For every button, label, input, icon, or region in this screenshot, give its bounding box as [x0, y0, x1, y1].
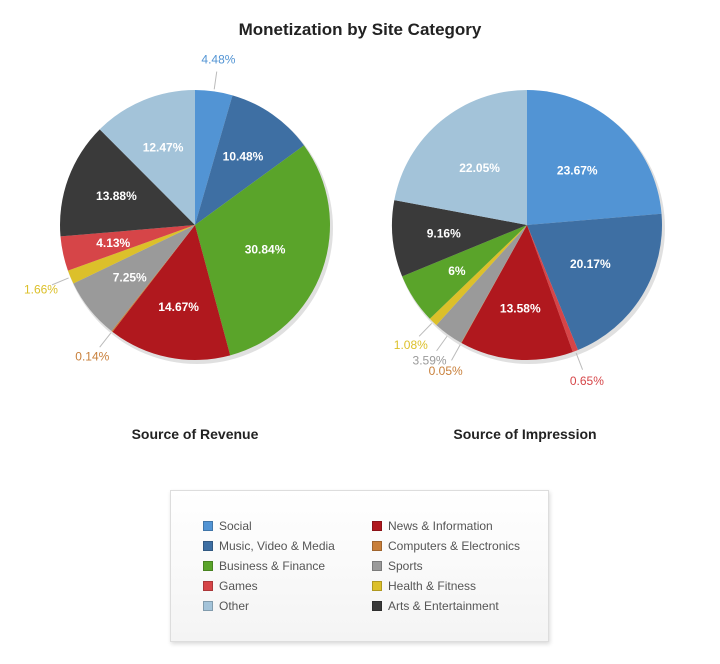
legend-swatch: [372, 521, 382, 531]
slice-label: 0.65%: [570, 374, 604, 388]
pie-slice[interactable]: [527, 213, 662, 351]
legend-swatch: [203, 601, 213, 611]
legend-swatch: [372, 541, 382, 551]
impression-pie-title: Source of Impression: [453, 426, 597, 442]
legend-item[interactable]: Arts & Entertainment: [372, 599, 499, 613]
pie-slice[interactable]: [195, 90, 233, 225]
legend-swatch: [372, 561, 382, 571]
pie-slice[interactable]: [429, 225, 527, 326]
slice-label: 30.84%: [245, 243, 286, 257]
legend-label: Computers & Electronics: [388, 539, 521, 553]
pie-slice[interactable]: [402, 225, 527, 319]
legend-item[interactable]: Computers & Electronics: [372, 539, 520, 553]
slice-label: 12.47%: [143, 141, 184, 155]
slice-label: 23.67%: [557, 163, 598, 177]
legend: Social Music, Video & Media Business & Fin…: [170, 490, 549, 642]
slice-label: 13.58%: [500, 301, 541, 315]
legend-label: Arts & Entertainment: [388, 599, 499, 613]
pie-slice[interactable]: [527, 90, 662, 225]
slice-label: 9.16%: [427, 227, 461, 241]
slice-label: 20.17%: [570, 257, 611, 271]
pie-slice[interactable]: [99, 90, 195, 225]
leader-line: [451, 344, 461, 361]
slice-label: 1.08%: [394, 338, 428, 352]
pie-slice[interactable]: [67, 225, 195, 284]
legend-item[interactable]: Sports: [372, 559, 423, 573]
legend-label: Music, Video & Media: [219, 539, 335, 553]
pie-slice[interactable]: [112, 225, 231, 360]
leader-line: [575, 352, 584, 370]
leader-line: [436, 335, 448, 352]
pie-slice[interactable]: [527, 225, 578, 352]
leader-line: [99, 332, 112, 348]
slice-label: 4.13%: [96, 236, 130, 250]
slice-label: 14.67%: [158, 300, 199, 314]
pie-slice[interactable]: [392, 200, 527, 277]
slice-label: 0.05%: [429, 364, 463, 378]
slice-label: 4.48%: [201, 53, 235, 67]
pie-slice[interactable]: [111, 225, 195, 332]
pie-slice[interactable]: [195, 145, 330, 356]
legend-item[interactable]: Social: [203, 519, 252, 533]
legend-swatch: [372, 581, 382, 591]
pie-slice[interactable]: [436, 225, 527, 343]
slice-label: 13.88%: [96, 189, 137, 203]
slice-label: 22.05%: [459, 161, 500, 175]
legend-swatch: [203, 561, 213, 571]
legend-label: Health & Fitness: [388, 579, 477, 593]
legend-swatch: [372, 601, 382, 611]
legend-item[interactable]: News & Information: [372, 519, 493, 533]
slice-label: 0.14%: [75, 350, 109, 364]
pie-slice[interactable]: [394, 89, 527, 225]
leader-line: [213, 71, 218, 90]
chart-title: Monetization by Site Category: [238, 20, 482, 39]
legend-label: News & Information: [388, 519, 493, 533]
revenue-pie-title: Source of Revenue: [131, 426, 259, 442]
legend-label: Sports: [388, 559, 423, 573]
legend-item[interactable]: Business & Finance: [203, 559, 325, 573]
pie-0: 4.48% 10.48% 30.84% 14.67% 0.14% 7.25% 1.66% 4.…: [24, 53, 333, 364]
legend-label: Other: [219, 599, 250, 613]
slice-label: 7.25%: [113, 270, 147, 284]
pie-charts: 4.48% 10.48% 30.84% 14.67% 0.14% 7.25% 1.66% 4.…: [24, 53, 665, 388]
legend-item[interactable]: Other: [203, 599, 249, 613]
legend-item[interactable]: Health & Fitness: [372, 579, 476, 593]
pie-slice[interactable]: [461, 225, 573, 360]
leader-line: [51, 277, 69, 286]
slice-label: 10.48%: [223, 149, 264, 163]
legend-label: Games: [219, 579, 258, 593]
pie-1: 23.67% 20.17% 0.65% 13.58% 0.05%3.59% 1.08% 6%…: [392, 89, 665, 388]
pie-slice[interactable]: [195, 95, 305, 225]
legend-swatch: [203, 541, 213, 551]
slice-label: 6%: [448, 264, 466, 278]
legend-label: Business & Finance: [219, 559, 326, 573]
legend-item[interactable]: Games: [203, 579, 258, 593]
pie-slice[interactable]: [60, 225, 195, 271]
legend-label: Social: [219, 519, 252, 533]
leader-line: [418, 323, 433, 337]
legend-swatch: [203, 581, 213, 591]
legend-item[interactable]: Music, Video & Media: [203, 539, 335, 553]
pie-slice[interactable]: [59, 129, 195, 237]
slice-label: 1.66%: [24, 282, 58, 296]
slice-label: 3.59%: [413, 354, 447, 368]
pie-slice[interactable]: [461, 225, 527, 344]
pie-slice[interactable]: [73, 225, 195, 332]
legend-swatch: [203, 521, 213, 531]
